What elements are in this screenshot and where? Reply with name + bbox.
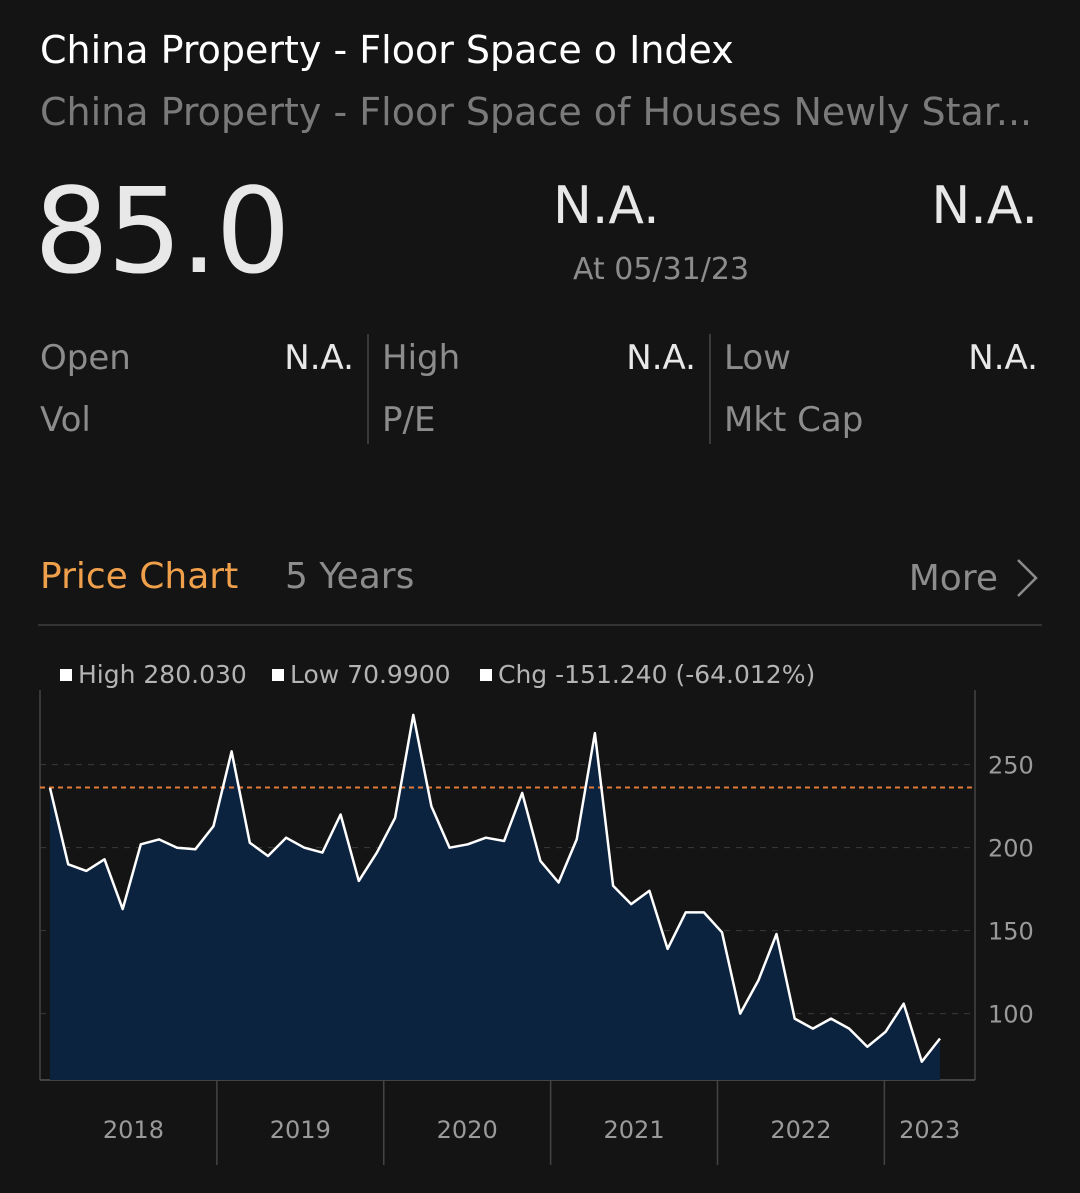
stats-grid: Open N.A. Vol High N.A. P/E Low N.A. Mkt… — [40, 334, 1040, 444]
stat-value: N.A. — [968, 338, 1038, 378]
stat-low: Low N.A. — [724, 338, 1038, 382]
series-area — [50, 714, 940, 1080]
legend-change-label: Chg -151.240 (-64.012%) — [498, 660, 816, 689]
chart-header: Price Chart 5 Years More — [40, 556, 1040, 606]
stat-open: Open N.A. — [40, 338, 354, 382]
legend-high-label: High 280.030 — [78, 660, 247, 689]
tab-price-chart[interactable]: Price Chart — [40, 556, 239, 597]
stat-mkt-cap: Mkt Cap — [724, 400, 1038, 444]
header-divider — [38, 624, 1042, 626]
x-tick-label: 2021 — [604, 1116, 665, 1144]
stats-column: Open N.A. Vol — [40, 334, 354, 444]
range-selector[interactable]: 5 Years — [285, 556, 415, 597]
price-change: N.A. — [553, 176, 660, 236]
stat-label: High — [382, 338, 461, 378]
x-tick-label: 2020 — [437, 1116, 498, 1144]
stat-value: N.A. — [626, 338, 696, 378]
stat-label: Open — [40, 338, 131, 378]
more-button[interactable]: More — [909, 556, 1040, 600]
stat-pe: P/E — [382, 400, 696, 444]
more-label: More — [908, 557, 998, 599]
as-of-date: At 05/31/23 — [573, 252, 750, 287]
stat-value: N.A. — [284, 338, 354, 378]
stats-divider — [367, 334, 369, 444]
y-tick-label: 250 — [988, 752, 1034, 780]
last-price: 85.0 — [34, 162, 291, 300]
stat-label: P/E — [382, 400, 436, 440]
legend-low-label: Low 70.9900 — [290, 660, 451, 689]
stat-label: Low — [724, 338, 791, 378]
stat-high: High N.A. — [382, 338, 696, 382]
x-tick-label: 2019 — [270, 1116, 331, 1144]
page-title: China Property - Floor Space o Index — [40, 28, 734, 72]
series-line — [48, 713, 941, 1063]
stats-divider — [709, 334, 711, 444]
x-tick-label: 2023 — [899, 1116, 960, 1144]
y-tick-label: 150 — [988, 918, 1034, 946]
x-tick-label: 2018 — [103, 1116, 164, 1144]
x-tick-label: 2022 — [770, 1116, 831, 1144]
stat-label: Vol — [40, 400, 91, 440]
stat-vol: Vol — [40, 400, 354, 444]
legend-low: Low 70.9900 — [272, 660, 451, 689]
chevron-right-icon — [1017, 559, 1038, 597]
legend-swatch — [480, 668, 492, 681]
legend-swatch — [272, 668, 284, 681]
legend-change: Chg -151.240 (-64.012%) — [480, 660, 815, 689]
stats-column: Low N.A. Mkt Cap — [724, 334, 1038, 444]
price-change-percent: N.A. — [931, 176, 1038, 236]
legend-high: High 280.030 — [60, 660, 247, 689]
y-tick-label: 100 — [988, 1001, 1034, 1029]
y-tick-label: 200 — [988, 835, 1034, 863]
stat-label: Mkt Cap — [724, 400, 864, 440]
stats-column: High N.A. P/E — [382, 334, 696, 444]
legend-swatch — [60, 668, 72, 681]
